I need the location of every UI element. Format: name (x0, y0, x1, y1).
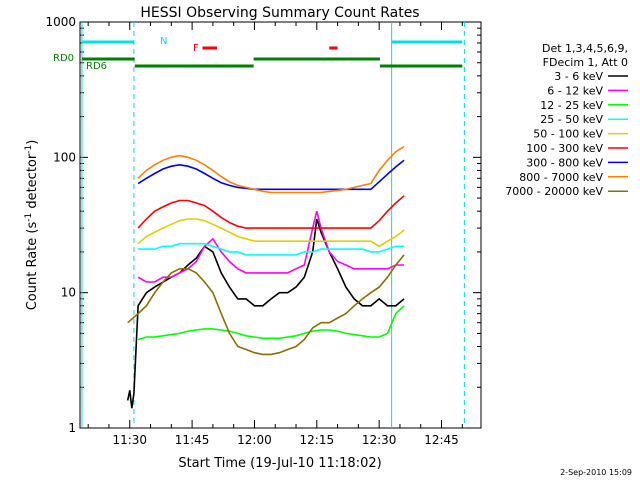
x-tick-label: 12:15 (300, 433, 335, 447)
series-line-6 (137, 159, 405, 191)
night-flag-label: N (160, 36, 167, 47)
y-tick-label: 1 (68, 421, 76, 435)
chart-title: HESSI Observing Summary Count Rates (140, 5, 419, 21)
series-line-3 (138, 242, 405, 256)
attenuator-label-rd0: RD0 (53, 53, 74, 64)
legend-label: 6 - 12 keV (547, 84, 603, 97)
series-line-0 (126, 218, 405, 409)
series-line-2 (137, 305, 405, 341)
footer-date: 2-Sep-2010 15:09 (560, 468, 632, 477)
legend-label: 7000 - 20000 keV (505, 185, 603, 198)
x-tick-label: 11:30 (112, 433, 147, 447)
attenuator-label-rd6: RD6 (86, 61, 107, 72)
series-line-8 (127, 254, 405, 356)
x-axis-label: Start Time (19-Jul-10 11:18:02) (178, 456, 381, 471)
plot-frame (79, 21, 482, 429)
y-axis-label: Count Rate (s-1 detector-1) (24, 140, 40, 311)
legend-label: 100 - 300 keV (526, 142, 603, 155)
x-tick-label: 12:45 (424, 433, 459, 447)
legend-label: 50 - 100 keV (533, 128, 603, 141)
y-tick-label: 100 (53, 150, 76, 164)
legend-label: 800 - 7000 keV (519, 171, 603, 184)
legend-label: 25 - 50 keV (540, 113, 603, 126)
x-tick-label: 11:45 (175, 433, 210, 447)
y-tick-label: 10 (61, 286, 76, 300)
series-line-1 (137, 211, 405, 283)
series-line-7 (137, 145, 405, 194)
legend-header-1: Det 1,3,4,5,6,9, (542, 42, 628, 55)
legend-header-2: FDecim 1, Att 0 (543, 56, 628, 69)
series-line-5 (137, 195, 405, 229)
legend-label: 300 - 800 keV (526, 156, 603, 169)
series-line-4 (137, 218, 405, 248)
legend-label: 12 - 25 keV (540, 99, 603, 112)
y-tick-label: 1000 (45, 15, 76, 29)
flare-flag-label: F (193, 43, 199, 54)
x-tick-label: 12:30 (362, 433, 397, 447)
legend-label: 3 - 6 keV (554, 70, 603, 83)
x-tick-label: 12:00 (237, 433, 272, 447)
